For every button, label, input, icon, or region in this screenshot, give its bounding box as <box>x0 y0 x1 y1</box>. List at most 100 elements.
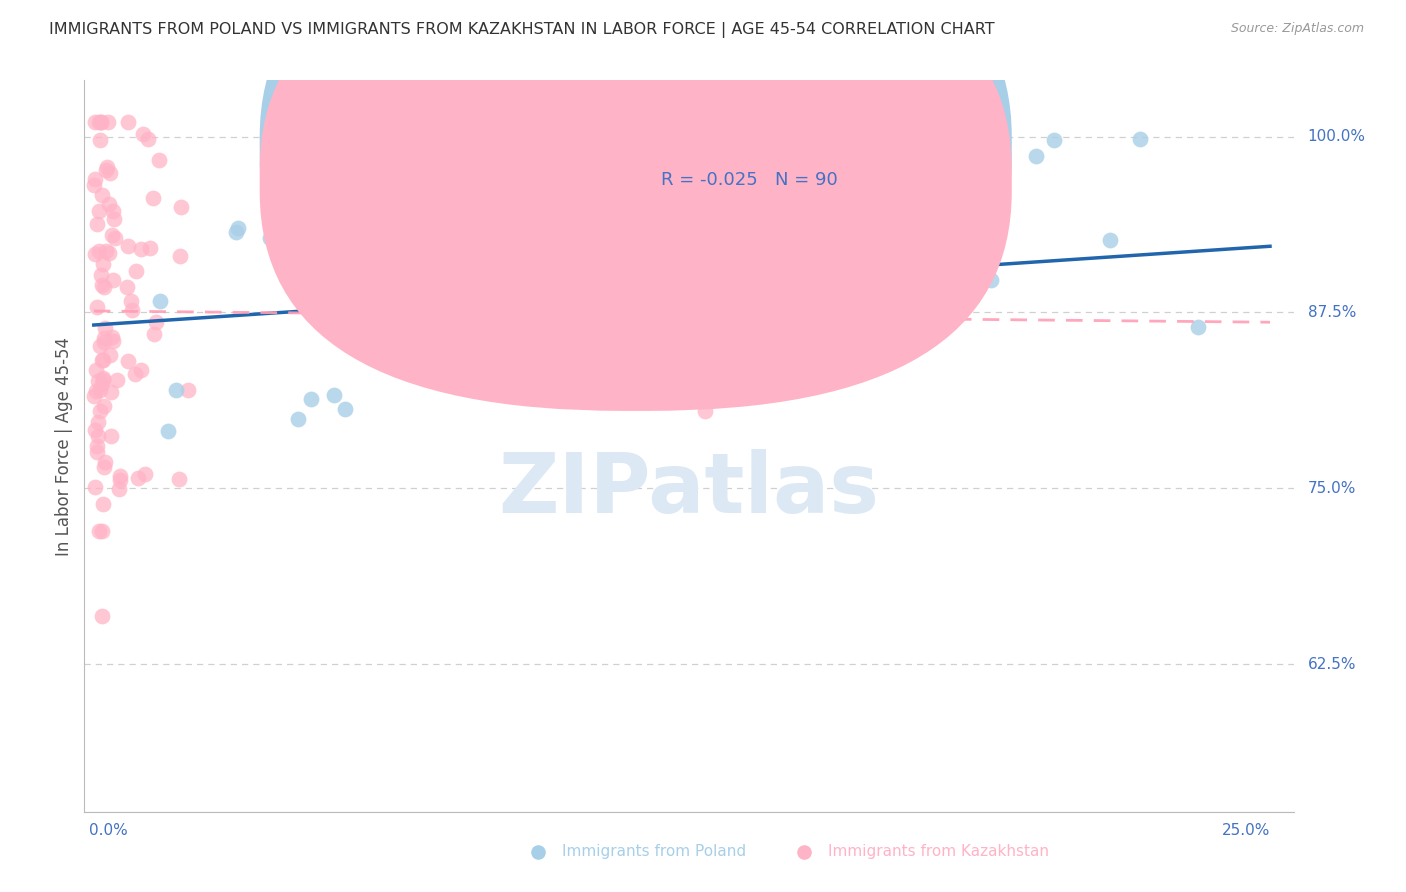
Point <box>84 423 107 437</box>
Point <box>437 341 460 355</box>
Point <box>120 293 142 308</box>
Point <box>86 217 108 231</box>
FancyBboxPatch shape <box>260 0 1012 411</box>
Point <box>1099 233 1122 247</box>
Point <box>90 115 112 129</box>
Point <box>1043 133 1066 147</box>
Point <box>89 403 111 417</box>
Point <box>129 363 152 377</box>
Point <box>259 230 281 244</box>
Point <box>980 273 1002 287</box>
FancyBboxPatch shape <box>260 0 1012 378</box>
Point <box>165 383 187 397</box>
Point <box>87 429 110 443</box>
Point <box>101 334 124 349</box>
Point <box>100 330 122 344</box>
Point <box>94 244 117 259</box>
Point <box>91 497 114 511</box>
Text: 0.0%: 0.0% <box>89 823 128 838</box>
Point <box>91 257 114 271</box>
Point <box>91 373 114 387</box>
Point <box>170 200 193 214</box>
Point <box>1129 131 1152 145</box>
Point <box>83 172 105 186</box>
Text: Source: ZipAtlas.com: Source: ZipAtlas.com <box>1230 22 1364 36</box>
Point <box>93 335 115 350</box>
Point <box>83 178 105 193</box>
Point <box>91 608 114 623</box>
Point <box>86 439 108 453</box>
Text: 100.0%: 100.0% <box>1308 129 1365 144</box>
Point <box>392 326 415 340</box>
Point <box>115 279 138 293</box>
Point <box>883 308 905 322</box>
Point <box>177 384 200 398</box>
Point <box>117 115 139 129</box>
Point <box>83 115 105 129</box>
Point <box>100 428 122 442</box>
Point <box>86 416 108 430</box>
Point <box>139 242 162 256</box>
Point <box>404 296 426 310</box>
Point <box>169 472 191 486</box>
Text: Immigrants from Poland: Immigrants from Poland <box>562 845 747 860</box>
Point <box>156 424 179 438</box>
Point <box>94 455 117 469</box>
Point <box>100 384 122 399</box>
Point <box>142 191 165 205</box>
Point <box>132 127 155 141</box>
Point <box>105 373 128 387</box>
Text: R =  0.442   N = 30: R = 0.442 N = 30 <box>661 138 838 157</box>
Text: IMMIGRANTS FROM POLAND VS IMMIGRANTS FROM KAZAKHSTAN IN LABOR FORCE | AGE 45-54 : IMMIGRANTS FROM POLAND VS IMMIGRANTS FRO… <box>49 22 995 38</box>
FancyBboxPatch shape <box>599 117 943 209</box>
Point <box>287 412 309 426</box>
Point <box>86 300 108 314</box>
Point <box>93 321 115 335</box>
Point <box>97 197 120 211</box>
Point <box>84 363 107 377</box>
Point <box>110 468 132 483</box>
Point <box>90 524 112 538</box>
Point <box>104 231 127 245</box>
Point <box>90 268 112 282</box>
Point <box>83 389 105 403</box>
Point <box>609 340 631 354</box>
Text: R = -0.025   N = 90: R = -0.025 N = 90 <box>661 171 838 189</box>
Point <box>619 209 641 223</box>
Point <box>83 480 105 494</box>
Point <box>299 392 322 407</box>
Point <box>90 188 112 202</box>
Point <box>87 524 110 538</box>
Point <box>98 166 121 180</box>
Point <box>143 326 166 341</box>
Text: Immigrants from Kazakhstan: Immigrants from Kazakhstan <box>828 845 1049 860</box>
Point <box>91 353 114 368</box>
Point <box>1187 320 1209 334</box>
Point <box>108 482 131 496</box>
Text: 25.0%: 25.0% <box>1222 823 1270 838</box>
Point <box>498 169 520 183</box>
Point <box>91 377 114 392</box>
Point <box>101 203 124 218</box>
Point <box>91 371 114 385</box>
Text: 87.5%: 87.5% <box>1308 305 1355 320</box>
Text: 75.0%: 75.0% <box>1308 481 1355 496</box>
Point <box>1025 149 1047 163</box>
Point <box>377 285 399 299</box>
Point <box>117 354 139 368</box>
Point <box>148 153 170 167</box>
Point <box>97 115 120 129</box>
Point <box>83 246 105 260</box>
Point <box>124 367 146 381</box>
Point <box>509 253 531 268</box>
Point <box>96 160 118 174</box>
Point <box>125 264 148 278</box>
Point <box>101 227 124 242</box>
Point <box>87 244 110 259</box>
Y-axis label: In Labor Force | Age 45-54: In Labor Force | Age 45-54 <box>55 336 73 556</box>
Point <box>145 315 167 329</box>
Point <box>679 293 702 307</box>
Point <box>93 331 115 345</box>
Point <box>103 273 125 287</box>
Point <box>89 133 111 147</box>
